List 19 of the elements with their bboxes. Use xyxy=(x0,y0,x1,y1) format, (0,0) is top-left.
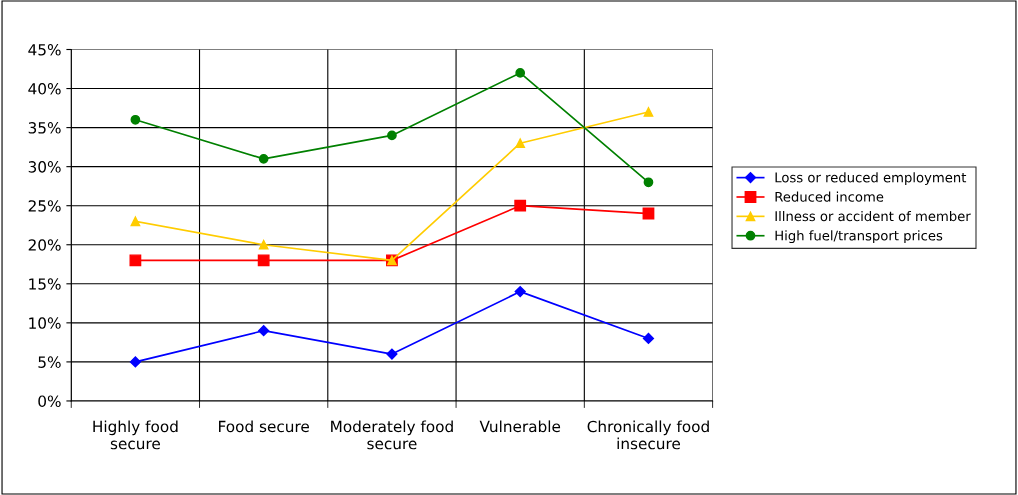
legend-label: Illness or accident of member xyxy=(775,210,971,222)
legend-label: Loss or reduced employment xyxy=(775,172,967,185)
y-tick-label: 5% xyxy=(38,356,61,368)
y-tick-label: 15% xyxy=(29,278,61,290)
legend-label: Reduced income xyxy=(775,191,884,202)
y-tick-label: 25% xyxy=(28,200,61,212)
x-tick-label: Chronically food insecure xyxy=(587,420,709,450)
y-tick-label: 45% xyxy=(28,43,61,56)
y-tick-label: 35% xyxy=(28,122,61,134)
y-tick-label: 0% xyxy=(38,395,61,407)
y-tick-label: 10% xyxy=(29,317,61,329)
x-tick-label: Moderately food secure xyxy=(331,420,453,450)
x-tick-label: Food secure xyxy=(219,420,309,433)
legend-label: High fuel/transport prices xyxy=(775,230,943,244)
x-tick-label: Highly food secure xyxy=(93,420,178,450)
y-tick-label: 20% xyxy=(28,239,61,251)
y-tick-label: 30% xyxy=(28,161,61,173)
x-tick-label: Vulnerable xyxy=(479,420,561,433)
y-tick-label: 40% xyxy=(28,83,61,95)
